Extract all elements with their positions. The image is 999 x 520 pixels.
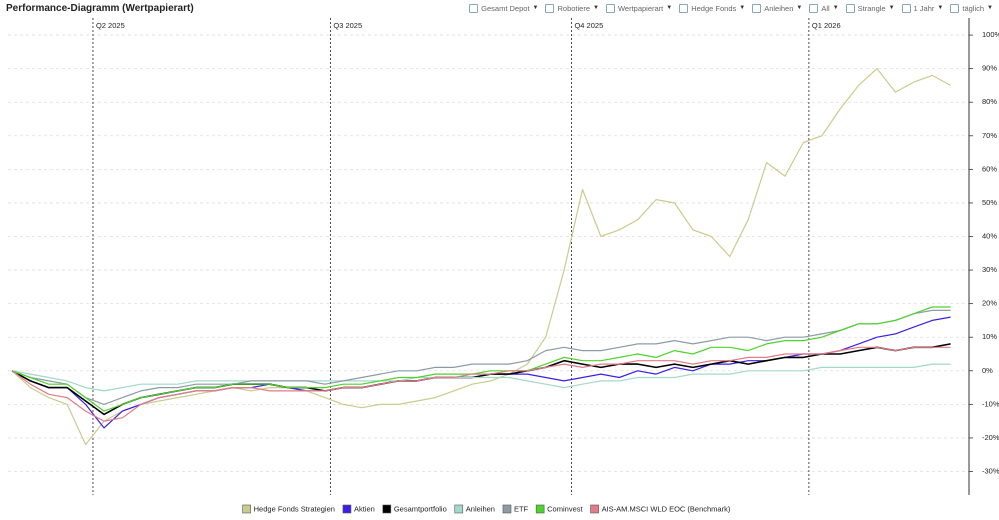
caret: ▼ (796, 5, 803, 11)
control-label: Robotiere (557, 3, 591, 13)
series-line (11, 68, 951, 446)
checkbox-icon (809, 3, 819, 13)
checkbox-icon (950, 3, 960, 13)
y-tick-label: 40% (982, 231, 997, 240)
legend: Hedge Fonds Strategien Aktien Gesamtportfo… (242, 504, 731, 514)
caret: ▼ (888, 5, 895, 11)
dropdown[interactable]: Robotiere ▼ (545, 3, 599, 13)
y-tick-label: 30% (982, 265, 997, 274)
caret: ▼ (532, 5, 539, 11)
legend-swatch (342, 504, 352, 514)
toolbar: Performance-Diagramm (Wertpapierart) Ges… (0, 0, 999, 16)
checkbox-icon (605, 3, 615, 13)
control-label: Hedge Fonds (691, 3, 737, 13)
series-line (11, 309, 951, 405)
y-tick-label: 100% (982, 30, 999, 39)
caret: ▼ (937, 5, 944, 11)
control-label: täglich (962, 3, 985, 13)
caret: ▼ (593, 5, 599, 11)
dropdown[interactable]: All ▼ (809, 3, 839, 13)
x-tick-label: Q2 2025 (96, 21, 125, 30)
legend-swatch (382, 504, 392, 514)
y-tick-label: -10% (982, 399, 999, 408)
series-line (11, 346, 951, 422)
checkbox-icon (901, 3, 911, 13)
y-tick-label: -30% (982, 466, 999, 475)
caret: ▼ (987, 5, 993, 11)
dropdown[interactable]: Hedge Fonds ▼ (679, 3, 746, 13)
dropdown[interactable]: Wertpapierart ▼ (605, 3, 673, 13)
y-tick-label: 20% (982, 299, 997, 308)
legend-swatch (590, 504, 599, 514)
legend-swatch (535, 504, 545, 514)
checkbox-icon (679, 3, 689, 13)
y-tick-label: 60% (982, 164, 997, 173)
y-tick-label: 50% (982, 198, 997, 207)
dropdown[interactable]: Strangle ▼ (845, 3, 895, 13)
dropdown[interactable]: täglich ▼ (950, 3, 993, 13)
legend-label: Hedge Fonds Strategien (254, 504, 335, 513)
control-label: Anleihen (764, 3, 794, 13)
caret: ▼ (666, 5, 673, 11)
y-tick-label: 70% (982, 131, 997, 140)
checkbox-icon (545, 3, 555, 13)
control-label: Wertpapierart (617, 3, 664, 13)
checkbox-icon (752, 3, 762, 13)
y-tick-label: 0% (982, 366, 993, 375)
y-tick-label: 90% (982, 64, 997, 73)
legend-label: Aktien (354, 504, 375, 513)
legend-label: ETF (514, 504, 529, 513)
y-tick-label: 80% (982, 97, 997, 106)
dropdown[interactable]: Gesamt Depot ▼ (469, 3, 539, 13)
legend-swatch (454, 504, 464, 514)
control-label: 1 Jahr (913, 3, 935, 13)
y-tick-label: 10% (982, 332, 997, 341)
x-tick-label: Q1 2026 (812, 21, 841, 30)
dropdown[interactable]: 1 Jahr ▼ (901, 3, 944, 13)
x-tick-label: Q3 2025 (333, 21, 362, 30)
checkbox-icon (845, 3, 855, 13)
controls: Gesamt Depot ▼ Robotiere ▼ Wertpapierart ▼ Hed… (469, 3, 993, 13)
x-tick-label: Q4 2025 (574, 21, 603, 30)
legend-label: Cominvest (547, 504, 583, 513)
legend-label: Gesamtportfolio (394, 504, 447, 513)
control-label: All (821, 3, 830, 13)
series-line (11, 306, 951, 412)
legend-label: AIS-AM.MSCI WLD EOC (Benchmark) (602, 504, 731, 513)
y-tick-label: -20% (982, 433, 999, 442)
dropdown[interactable]: Anleihen ▼ (752, 3, 803, 13)
caret: ▼ (832, 5, 839, 11)
legend-swatch (502, 504, 512, 514)
legend-label: Anleihen (466, 504, 495, 513)
checkbox-icon (469, 3, 479, 13)
control-label: Strangle (857, 3, 886, 13)
caret: ▼ (739, 5, 746, 11)
page-title: Performance-Diagramm (Wertpapierart) (6, 2, 194, 14)
series-line (11, 363, 951, 392)
legend-swatch (242, 504, 251, 514)
control-label: Gesamt Depot (481, 3, 530, 13)
